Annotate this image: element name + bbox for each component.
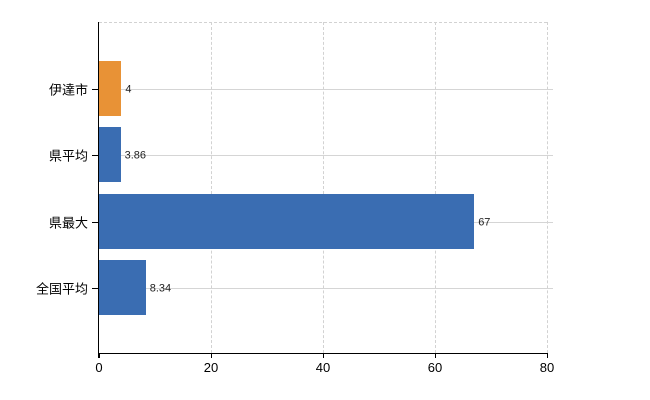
- gridline-vertical: [435, 22, 436, 353]
- bar-value-label: 4: [125, 83, 132, 95]
- bar: [99, 260, 146, 315]
- bar-value-label: 3.86: [124, 149, 147, 161]
- x-axis-tick-label: 80: [539, 360, 555, 375]
- x-axis-tick: [435, 353, 436, 358]
- gridline-horizontal: [99, 154, 553, 156]
- x-axis-tick: [211, 353, 212, 358]
- x-axis-tick: [99, 353, 100, 358]
- category-label: 県最大: [48, 215, 88, 230]
- y-axis-line: [98, 22, 99, 358]
- gridline-horizontal: [99, 287, 553, 289]
- gridline-vertical: [211, 22, 212, 353]
- category-label: 県平均: [48, 148, 88, 163]
- bar: [99, 194, 475, 249]
- y-axis-tick: [92, 287, 98, 289]
- x-axis-tick: [547, 353, 548, 358]
- bar-value-label: 67: [478, 216, 491, 228]
- x-axis-tick: [323, 353, 324, 358]
- y-axis-tick: [92, 221, 98, 223]
- gridline-vertical: [323, 22, 324, 353]
- bar: [99, 127, 121, 182]
- category-label: 全国平均: [35, 281, 88, 296]
- y-axis-tick: [92, 88, 98, 90]
- bar: [99, 61, 122, 116]
- bar-value-label: 8.34: [149, 282, 172, 294]
- gridline-horizontal: [99, 88, 553, 90]
- gridline-vertical: [547, 22, 548, 353]
- y-axis-tick: [92, 154, 98, 156]
- x-axis-tick-label: 0: [95, 360, 103, 375]
- x-axis-tick-label: 20: [203, 360, 219, 375]
- category-label: 伊達市: [48, 82, 88, 97]
- x-axis-tick-label: 40: [315, 360, 331, 375]
- x-axis-line: [98, 353, 547, 354]
- x-axis-tick-label: 60: [427, 360, 443, 375]
